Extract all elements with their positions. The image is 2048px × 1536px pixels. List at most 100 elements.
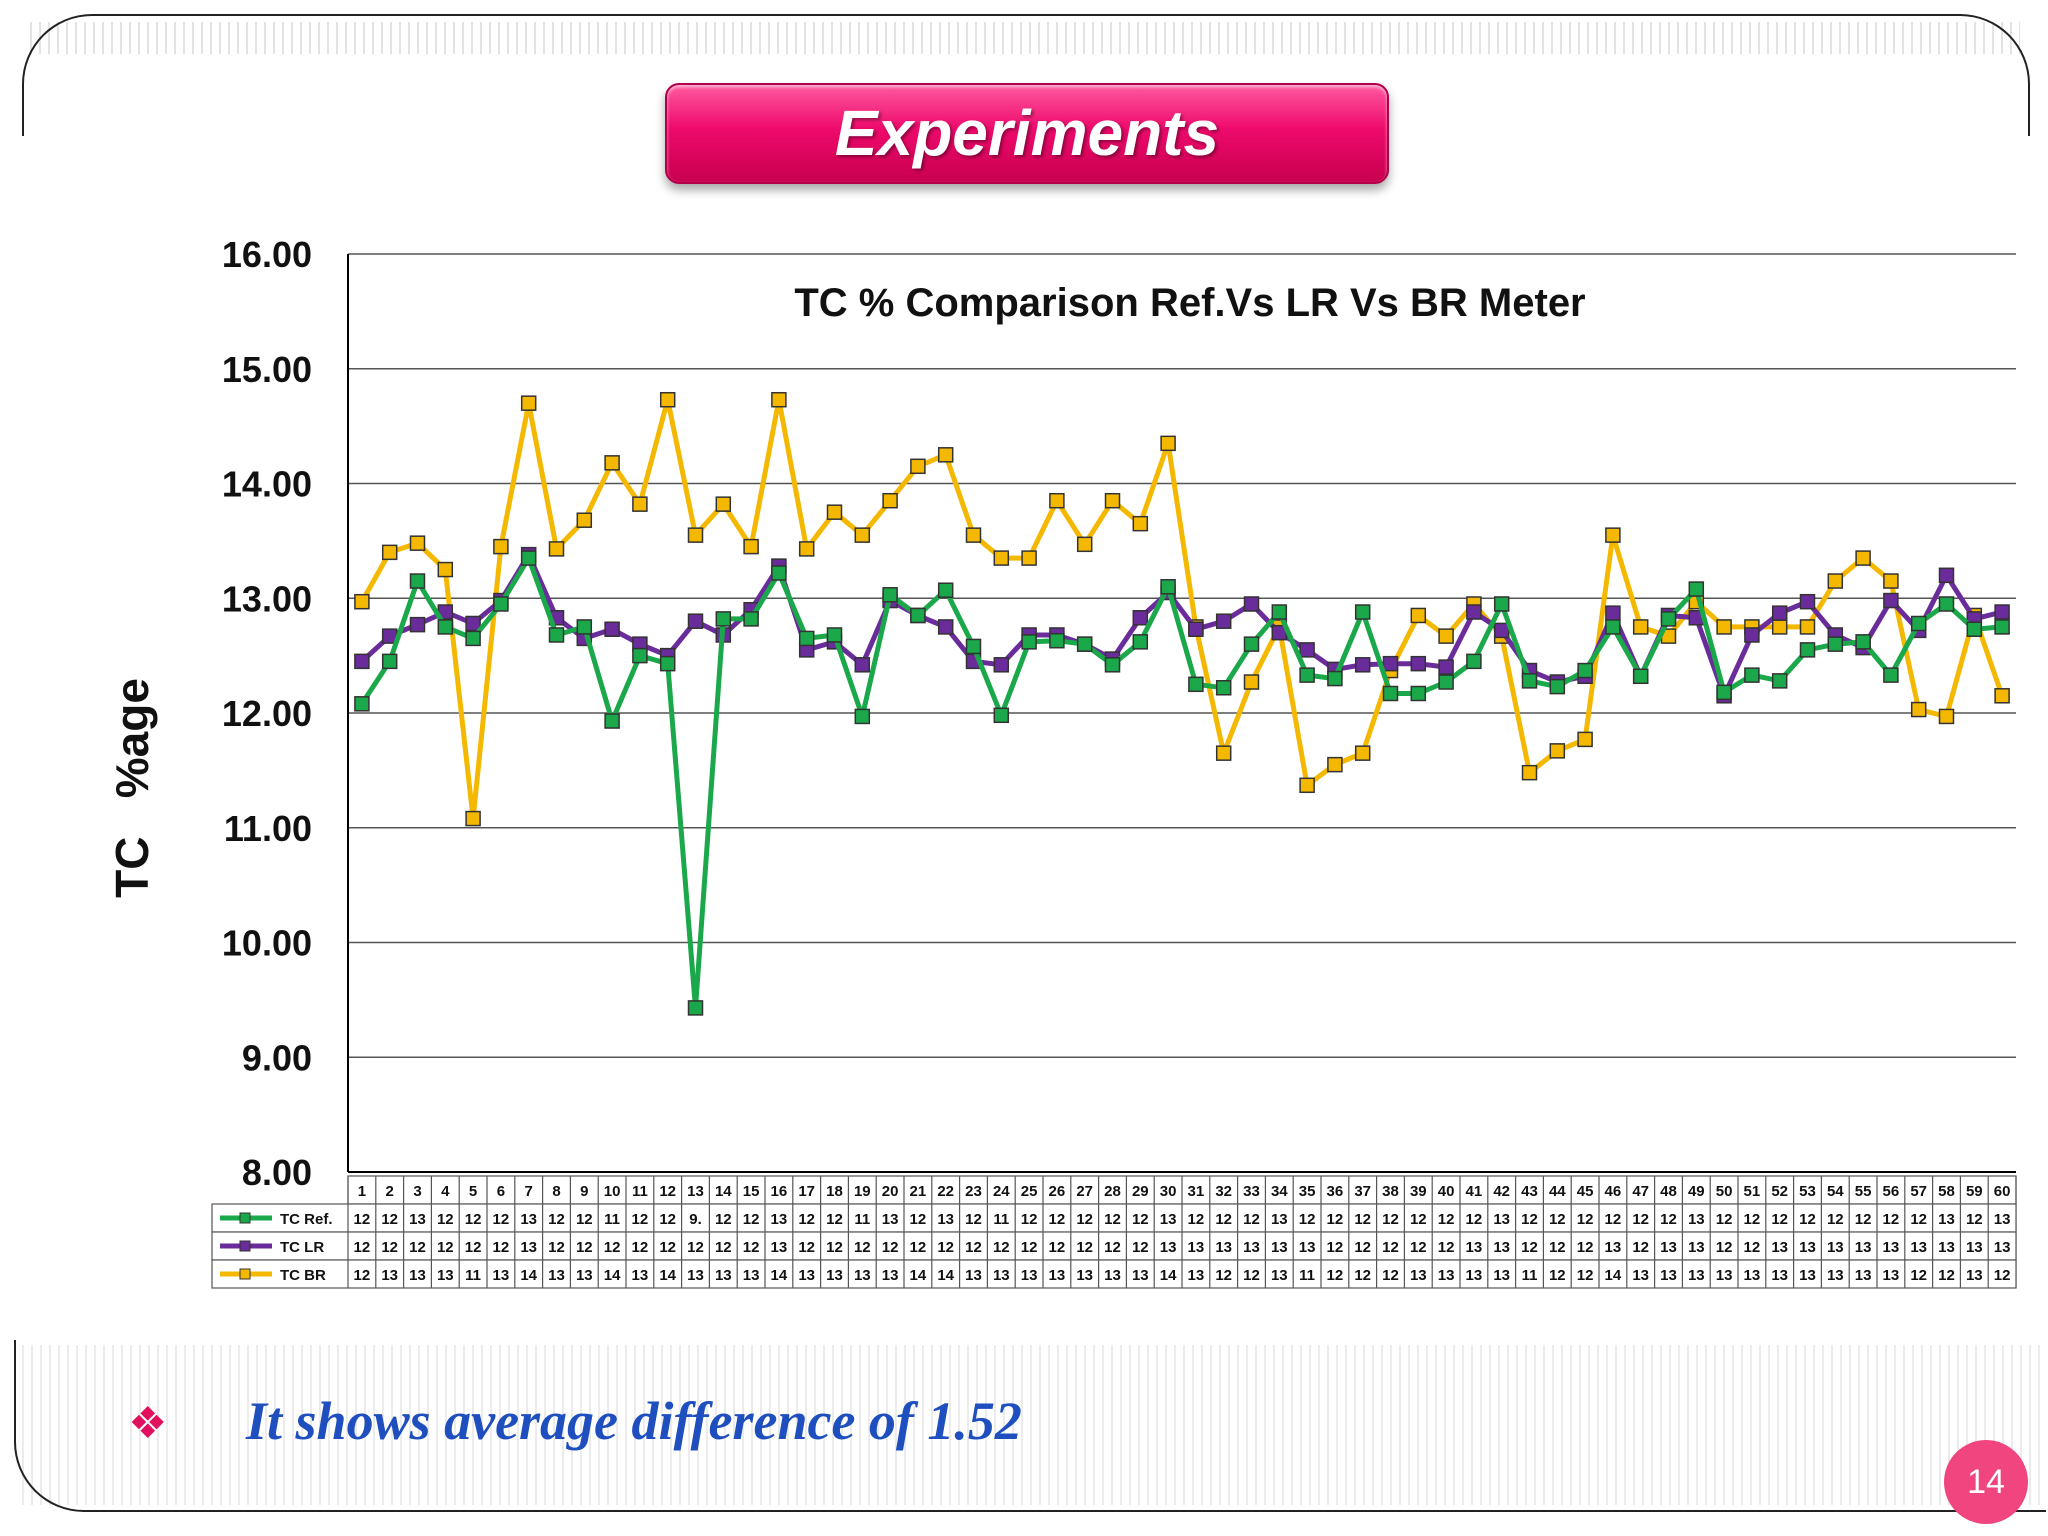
top-stripe-band	[30, 22, 2020, 54]
data-point	[798, 541, 815, 557]
data-point	[1632, 619, 1649, 635]
table-cell: 13	[1938, 1211, 1955, 1228]
data-point	[826, 627, 843, 643]
y-tick-label: 14.00	[222, 464, 312, 505]
table-cell: 13	[1632, 1267, 1649, 1284]
table-cell: 13	[882, 1267, 899, 1284]
data-point	[409, 535, 426, 551]
table-header-cell: 10	[604, 1183, 621, 1200]
table-cell: 13	[1021, 1267, 1038, 1284]
table-header-cell: 21	[910, 1183, 927, 1200]
table-cell: 12	[882, 1239, 899, 1256]
legend-swatch-marker	[239, 1240, 251, 1252]
table-cell: 12	[910, 1211, 927, 1228]
table-cell: 12	[1549, 1239, 1566, 1256]
table-cell: 12	[1021, 1211, 1038, 1228]
table-cell: 12	[1632, 1239, 1649, 1256]
data-point	[854, 708, 871, 725]
data-point	[1799, 642, 1816, 658]
data-point	[1966, 621, 1983, 637]
table-cell: 12	[632, 1211, 649, 1228]
data-point	[1410, 607, 1427, 624]
table-cell: 12	[1132, 1239, 1149, 1256]
table-cell: 12	[1354, 1267, 1371, 1284]
page-number-badge: 14	[1944, 1440, 2028, 1524]
table-cell: 12	[1215, 1267, 1232, 1284]
table-cell: 12	[1521, 1211, 1538, 1228]
chart-gridlines	[348, 253, 2016, 1173]
table-cell: 13	[687, 1267, 704, 1284]
table-row	[211, 1203, 2017, 1233]
table-cell: 13	[1771, 1239, 1788, 1256]
data-point	[576, 619, 593, 635]
table-cell: 12	[937, 1239, 954, 1256]
table-cell: 12	[1076, 1211, 1093, 1228]
data-point	[687, 527, 704, 543]
table-cell: 13	[965, 1267, 982, 1284]
data-point	[1910, 615, 1927, 632]
table-header-cell: 8	[552, 1183, 560, 1200]
data-point	[465, 630, 481, 647]
table-cell: 13	[1938, 1239, 1955, 1256]
table-header-cell: 23	[965, 1183, 982, 1200]
table-cell: 12	[437, 1211, 454, 1228]
table-cell: 12	[437, 1239, 454, 1256]
table-cell: 13	[1299, 1239, 1316, 1256]
table-header-cell: 44	[1549, 1183, 1566, 1200]
table-cell: 12	[1104, 1211, 1121, 1228]
table-cell: 12	[354, 1267, 371, 1284]
table-cell: 12	[1382, 1239, 1399, 1256]
table-cell: 13	[1883, 1267, 1900, 1284]
legend-swatch-marker	[239, 1268, 251, 1280]
table-cell: 13	[1827, 1239, 1844, 1256]
table-cell: 12	[1132, 1211, 1149, 1228]
data-point	[632, 647, 648, 664]
table-header-cell: 24	[993, 1183, 1010, 1200]
data-point	[1549, 743, 1566, 759]
table-header-cell: 50	[1716, 1183, 1733, 1200]
table-cell: 13	[1271, 1239, 1288, 1256]
table-cell: 11	[1522, 1267, 1538, 1284]
data-point	[632, 496, 648, 512]
table-cell: 13	[1605, 1239, 1622, 1256]
table-header-cell: 25	[1021, 1183, 1038, 1200]
data-point	[910, 607, 926, 624]
table-header-cell: 7	[525, 1183, 533, 1200]
data-point	[882, 492, 898, 509]
table-cell: 12	[1104, 1239, 1121, 1256]
table-cell: 12	[548, 1239, 565, 1256]
data-point	[1605, 605, 1621, 621]
table-cell: 12	[1799, 1211, 1816, 1228]
y-axis-label: TC %age	[106, 678, 158, 898]
data-point	[1799, 619, 1816, 635]
table-cell: 14	[771, 1267, 788, 1284]
table-cell: 13	[1493, 1239, 1510, 1256]
data-point	[381, 544, 398, 561]
data-point	[1188, 621, 1204, 637]
data-point	[1354, 657, 1371, 673]
data-point	[1299, 667, 1315, 683]
data-point	[437, 619, 454, 635]
data-table: 1 2 3 4 5 6 7 8 9 10 11 12 13 14 15 16 17 18 19 20 21 22 23 24 2…	[211, 1175, 2017, 1289]
table-header-cell: 57	[1910, 1183, 1927, 1200]
legend-series-name: TC LR	[280, 1239, 324, 1256]
table-cell: 12	[687, 1239, 704, 1256]
table-header-cell: 16	[771, 1183, 788, 1200]
table-cell: 13	[1855, 1267, 1872, 1284]
y-tick-labels: 16.00 15.00 14.00 13.00 12.00 11.00 10.00 9.00 8…	[222, 234, 312, 1193]
table-cell: 13	[1660, 1239, 1677, 1256]
table-cell: 13	[409, 1267, 426, 1284]
data-point	[1605, 619, 1621, 635]
title-banner: Experiments	[665, 83, 1389, 184]
data-point	[1215, 680, 1232, 696]
y-tick-label: 11.00	[224, 808, 312, 849]
table-cell: 13	[1049, 1267, 1066, 1284]
data-point	[1382, 655, 1399, 672]
data-point	[576, 512, 593, 528]
table-cell: 12	[1354, 1239, 1371, 1256]
data-point	[1160, 579, 1176, 595]
table-cell: 13	[798, 1267, 815, 1284]
table-cell: 13	[1883, 1239, 1900, 1256]
data-point	[604, 713, 620, 729]
table-cell: 12	[715, 1211, 732, 1228]
